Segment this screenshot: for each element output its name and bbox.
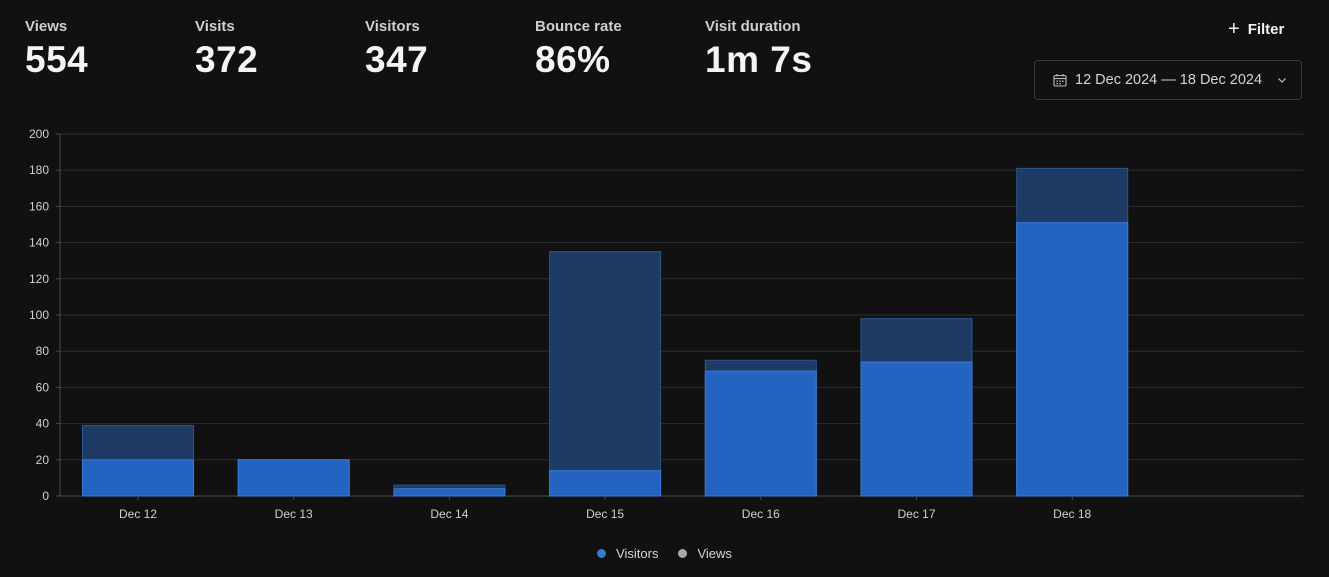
stat-visits[interactable]: Visits 372 xyxy=(195,18,258,81)
stat-visitors[interactable]: Visitors 347 xyxy=(365,18,428,81)
stat-value: 1m 7s xyxy=(705,39,813,80)
y-tick-label: 120 xyxy=(29,272,49,286)
views-dot-icon xyxy=(678,549,688,558)
filter-button[interactable]: + Filter xyxy=(1224,17,1288,41)
y-tick-label: 20 xyxy=(36,453,50,467)
y-tick-label: 100 xyxy=(29,308,49,322)
y-tick-label: 180 xyxy=(29,163,49,177)
chart-legend: Visitors Views xyxy=(0,546,1329,561)
stat-visit-duration[interactable]: Visit duration 1m 7s xyxy=(705,18,812,81)
plus-icon: + xyxy=(1228,18,1240,40)
bar-chart: 0 20 40 60 80 100 120 140 160 180 200 Dec 12 Dec 13 D… xyxy=(29,127,1303,521)
stat-label: Bounce rate xyxy=(535,18,622,35)
x-tick-label: Dec 13 xyxy=(275,507,313,521)
y-tick-label: 160 xyxy=(29,199,49,213)
filter-label: Filter xyxy=(1247,20,1285,38)
y-tick-label: 40 xyxy=(36,417,50,431)
visitors-dot-icon xyxy=(597,549,607,558)
x-tick-label: Dec 16 xyxy=(742,507,780,521)
visitors-bar xyxy=(704,370,817,497)
visitors-bar xyxy=(1016,222,1129,497)
stat-views[interactable]: Views 554 xyxy=(25,18,88,81)
chevron-down-icon xyxy=(1278,78,1286,83)
stat-label: Visitors xyxy=(365,18,420,35)
stat-value: 86% xyxy=(535,39,611,80)
stat-value: 554 xyxy=(25,39,89,80)
visitors-bar xyxy=(82,459,194,497)
views-bar xyxy=(549,251,662,497)
stat-label: Visit duration xyxy=(705,18,801,35)
y-tick-label: 140 xyxy=(29,236,49,250)
legend-label: Views xyxy=(697,546,732,561)
x-tick-label: Dec 14 xyxy=(430,507,468,521)
visitors-bar xyxy=(393,488,506,497)
stat-label: Views xyxy=(25,18,68,35)
y-tick-label: 200 xyxy=(29,127,49,141)
x-tick-label: Dec 15 xyxy=(586,507,624,521)
stat-value: 347 xyxy=(365,39,429,80)
y-tick-label: 0 xyxy=(42,489,49,503)
x-tick-label: Dec 17 xyxy=(897,507,935,521)
stat-label: Visits xyxy=(195,18,235,35)
calendar-icon xyxy=(1053,74,1067,87)
visitors-bar xyxy=(549,470,662,497)
stat-bounce-rate[interactable]: Bounce rate 86% xyxy=(535,18,622,81)
x-tick-label: Dec 18 xyxy=(1053,507,1091,521)
stat-value: 372 xyxy=(195,39,259,80)
date-range-picker[interactable]: 12 Dec 2024 — 18 Dec 2024 xyxy=(1034,60,1302,100)
legend-item-views[interactable]: Views xyxy=(678,546,732,561)
visitors-bar xyxy=(237,459,350,497)
legend-label: Visitors xyxy=(616,546,659,561)
visitors-bar xyxy=(860,361,973,497)
legend-item-visitors[interactable]: Visitors xyxy=(597,546,658,561)
x-tick-label: Dec 12 xyxy=(119,507,157,521)
y-tick-label: 80 xyxy=(36,344,50,358)
date-range-label: 12 Dec 2024 — 18 Dec 2024 xyxy=(1075,72,1263,88)
y-tick-label: 60 xyxy=(36,380,50,394)
